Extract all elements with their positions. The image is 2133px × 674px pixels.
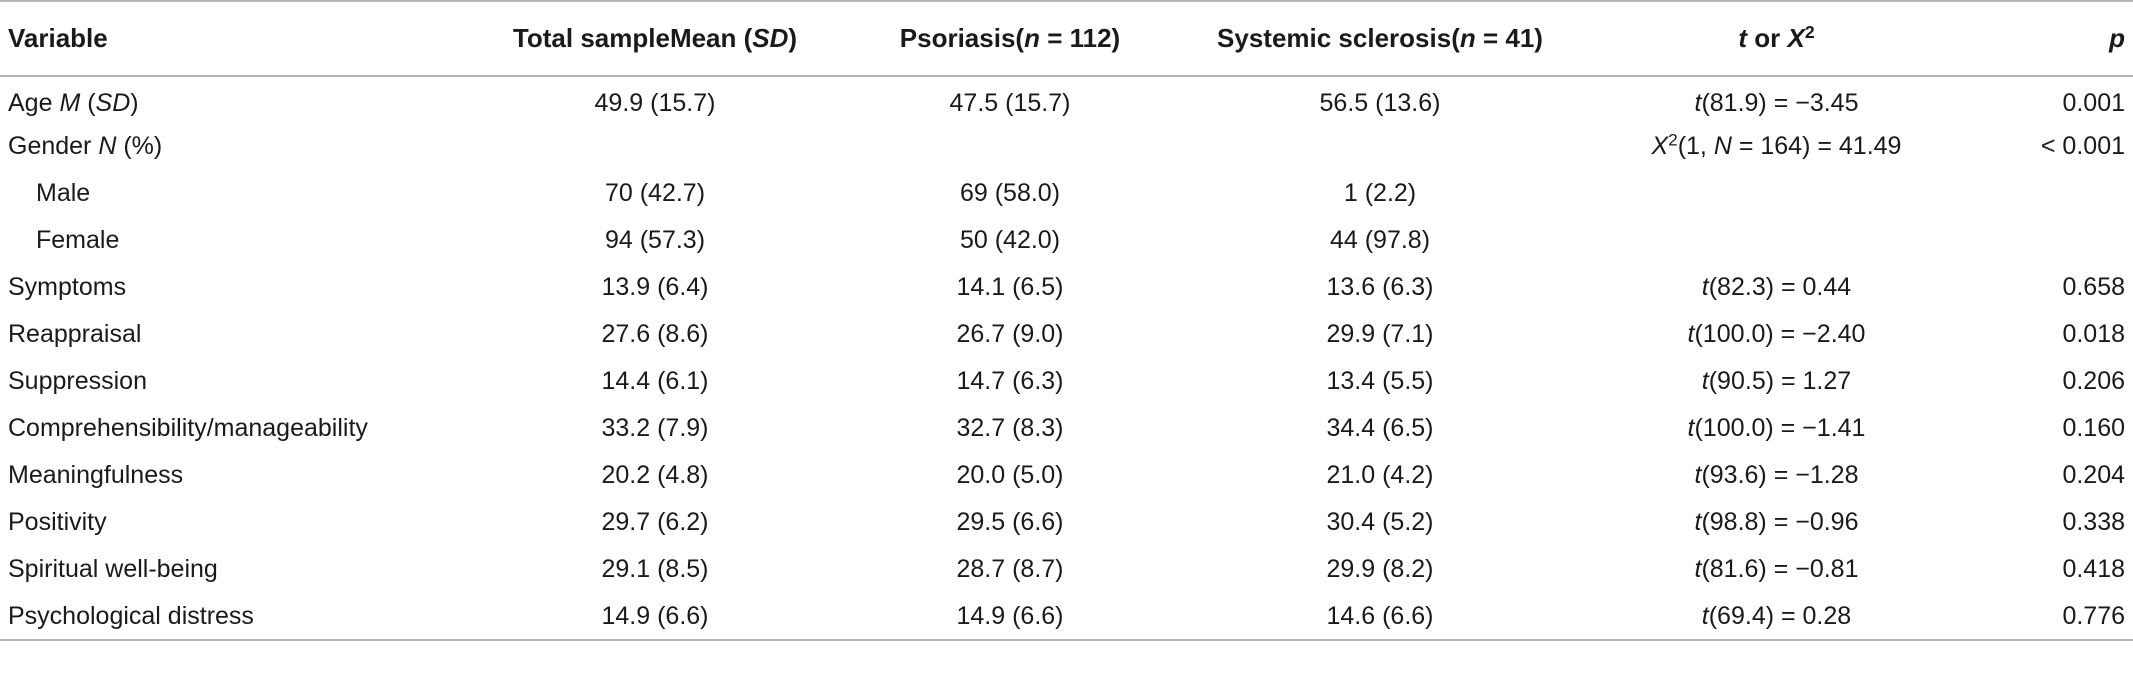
header-systemic-sclerosis: Systemic sclerosis(n = 41) <box>1180 0 1580 77</box>
cell-systemic-sclerosis: 13.4 (5.5) <box>1326 367 1434 395</box>
table-header: Variable Total sampleMean (SD) Psoriasis… <box>0 0 2133 77</box>
cell-test-statistic: t(81.9) = −3.45 <box>1694 88 1859 117</box>
cell-total: 29.1 (8.5) <box>601 555 709 583</box>
cell-psoriasis: 32.7 (8.3) <box>956 414 1064 442</box>
cell-systemic-sclerosis: 14.6 (6.6) <box>1180 593 1580 641</box>
cell-psoriasis <box>840 123 1180 170</box>
header-total-sample: Total sampleMean (SD) <box>470 0 840 77</box>
cell-psoriasis: 20.0 (5.0) <box>956 461 1064 489</box>
cell-total: 94 (57.3) <box>604 226 706 254</box>
cell-total: 14.9 (6.6) <box>470 593 840 641</box>
cell-total: 14.4 (6.1) <box>601 367 709 395</box>
cell-psoriasis: 29.5 (6.6) <box>956 508 1064 536</box>
header-test-statistic: t or X2 <box>1580 0 1973 77</box>
header-row: Variable Total sampleMean (SD) Psoriasis… <box>0 0 2133 77</box>
header-variable: Variable <box>0 0 470 77</box>
cell-p-value: 0.418 <box>2062 555 2125 583</box>
cell-systemic-sclerosis <box>1180 123 1580 170</box>
cell-psoriasis: 47.5 (15.7) <box>949 88 1071 117</box>
cell-total: 13.9 (6.4) <box>601 273 709 301</box>
cell-total: 20.2 (4.8) <box>601 461 709 489</box>
cell-total: 70 (42.7) <box>604 179 706 207</box>
table-row-meaningfulness: Meaningfulness 20.2 (4.8) 20.0 (5.0) 21.… <box>0 452 2133 499</box>
table-row-spiritual-well-being: Spiritual well-being 29.1 (8.5) 28.7 (8.… <box>0 546 2133 593</box>
cell-p-value <box>1973 217 2133 264</box>
cell-p-value: 0.338 <box>2062 508 2125 536</box>
table-body: Age M (SD) 49.9 (15.7) 47.5 (15.7) 56.5 … <box>0 76 2133 641</box>
cell-systemic-sclerosis: 21.0 (4.2) <box>1326 461 1434 489</box>
cell-systemic-sclerosis: 29.9 (7.1) <box>1326 320 1434 348</box>
row-label: Gender N (%) <box>8 132 163 160</box>
cell-test-statistic: t(100.0) = −2.40 <box>1687 320 1866 348</box>
cell-psoriasis: 14.1 (6.5) <box>956 273 1064 301</box>
cell-p-value: 0.204 <box>2062 461 2125 489</box>
row-label: Psychological distress <box>0 593 470 641</box>
cell-p-value <box>1973 170 2133 217</box>
table-row-comprehensibility: Comprehensibility/manageability 33.2 (7.… <box>0 405 2133 452</box>
cell-psoriasis: 14.7 (6.3) <box>956 367 1064 395</box>
cell-systemic-sclerosis: 13.6 (6.3) <box>1326 273 1434 301</box>
data-table-container: Variable Total sampleMean (SD) Psoriasis… <box>0 0 2133 641</box>
row-label: Age M (SD) <box>8 88 139 117</box>
cell-systemic-sclerosis: 29.9 (8.2) <box>1326 555 1434 583</box>
cell-test-statistic: t(100.0) = −1.41 <box>1687 414 1866 442</box>
table-row-female: Female 94 (57.3) 50 (42.0) 44 (97.8) <box>0 217 2133 264</box>
row-label: Comprehensibility/manageability <box>8 414 368 442</box>
table-row-psychological-distress: Psychological distress 14.9 (6.6) 14.9 (… <box>0 593 2133 641</box>
cell-psoriasis: 14.9 (6.6) <box>840 593 1180 641</box>
cell-p-value: 0.001 <box>2062 88 2125 117</box>
row-label: Symptoms <box>8 273 127 301</box>
cell-psoriasis: 69 (58.0) <box>959 179 1061 207</box>
table-row-male: Male 70 (42.7) 69 (58.0) 1 (2.2) <box>0 170 2133 217</box>
cell-total: 27.6 (8.6) <box>601 320 709 348</box>
cell-systemic-sclerosis: 34.4 (6.5) <box>1326 414 1434 442</box>
table-row-positivity: Positivity 29.7 (6.2) 29.5 (6.6) 30.4 (5… <box>0 499 2133 546</box>
cell-p-value: 0.658 <box>2062 273 2125 301</box>
cell-test-statistic: t(81.6) = −0.81 <box>1694 555 1859 583</box>
cell-psoriasis: 28.7 (8.7) <box>956 555 1064 583</box>
cell-systemic-sclerosis: 56.5 (13.6) <box>1319 88 1441 117</box>
cell-test-statistic: t(90.5) = 1.27 <box>1701 367 1852 395</box>
table-row-suppression: Suppression 14.4 (6.1) 14.7 (6.3) 13.4 (… <box>0 358 2133 405</box>
table-row-reappraisal: Reappraisal 27.6 (8.6) 26.7 (9.0) 29.9 (… <box>0 311 2133 358</box>
cell-p-value: 0.776 <box>1973 593 2133 641</box>
cell-test-statistic: t(82.3) = 0.44 <box>1701 273 1852 301</box>
cell-test-statistic: X2(1, N = 164) = 41.49 <box>1651 130 1902 161</box>
cell-p-value: 0.206 <box>2062 367 2125 395</box>
cell-psoriasis: 26.7 (9.0) <box>956 320 1064 348</box>
cell-total: 33.2 (7.9) <box>601 414 709 442</box>
row-label: Spiritual well-being <box>8 555 218 583</box>
cell-p-value: < 0.001 <box>2040 132 2125 160</box>
row-label: Reappraisal <box>8 320 142 348</box>
cell-test-statistic <box>1580 170 1973 217</box>
cell-total: 49.9 (15.7) <box>594 88 716 117</box>
header-p-value: p <box>1973 0 2133 77</box>
header-psoriasis: Psoriasis(n = 112) <box>840 0 1180 77</box>
cell-systemic-sclerosis: 30.4 (5.2) <box>1326 508 1434 536</box>
cell-p-value: 0.018 <box>2062 320 2125 348</box>
cell-total: 29.7 (6.2) <box>601 508 709 536</box>
row-label: Male <box>36 179 91 207</box>
cell-systemic-sclerosis: 1 (2.2) <box>1343 179 1417 207</box>
row-label: Suppression <box>8 367 147 395</box>
cell-psoriasis: 50 (42.0) <box>959 226 1061 254</box>
table-row-age: Age M (SD) 49.9 (15.7) 47.5 (15.7) 56.5 … <box>0 76 2133 123</box>
cell-test-statistic: t(93.6) = −1.28 <box>1694 461 1859 489</box>
comparison-table: Variable Total sampleMean (SD) Psoriasis… <box>0 0 2133 641</box>
row-label: Meaningfulness <box>8 461 184 489</box>
row-label: Positivity <box>8 508 107 536</box>
cell-test-statistic: t(98.8) = −0.96 <box>1694 508 1859 536</box>
row-label: Female <box>36 226 120 254</box>
cell-test-statistic: t(69.4) = 0.28 <box>1580 593 1973 641</box>
cell-systemic-sclerosis: 44 (97.8) <box>1329 226 1431 254</box>
cell-total <box>470 123 840 170</box>
cell-p-value: 0.160 <box>2062 414 2125 442</box>
cell-test-statistic <box>1580 217 1973 264</box>
table-row-symptoms: Symptoms 13.9 (6.4) 14.1 (6.5) 13.6 (6.3… <box>0 264 2133 311</box>
table-row-gender: Gender N (%) X2(1, N = 164) = 41.49 < 0.… <box>0 123 2133 170</box>
